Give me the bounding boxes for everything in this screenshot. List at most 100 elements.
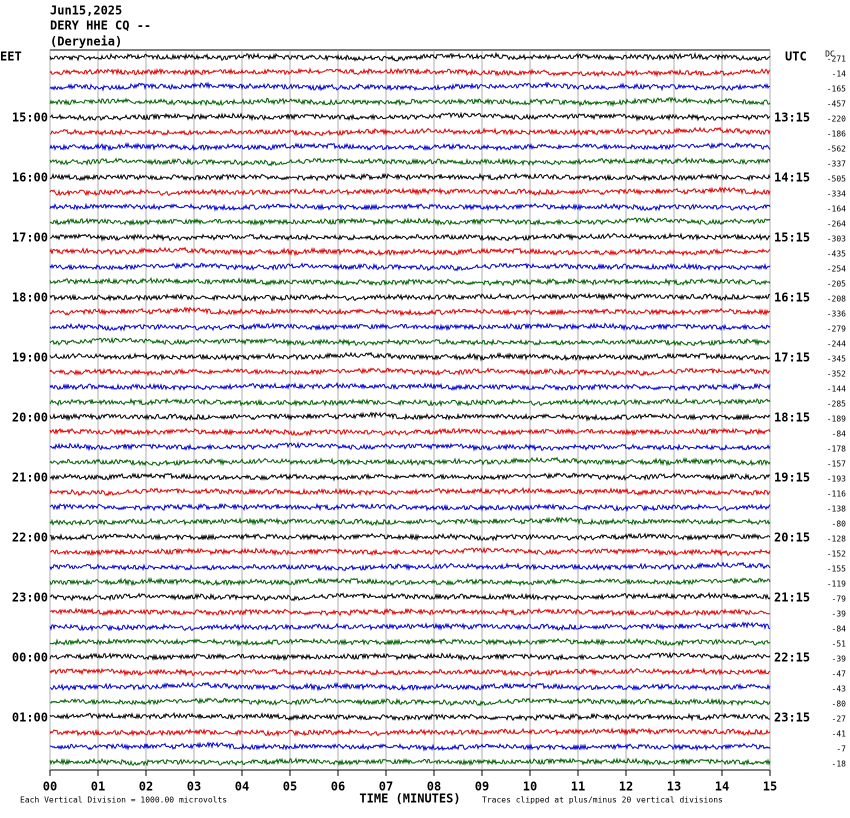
dc-label: -457 bbox=[827, 100, 846, 109]
trace bbox=[49, 486, 771, 497]
eet-label: 21:00 bbox=[12, 471, 48, 485]
dc-label: -84 bbox=[832, 625, 847, 634]
utc-label: 16:15 bbox=[774, 291, 810, 305]
dc-label: -155 bbox=[827, 565, 846, 574]
dc-label: -220 bbox=[827, 115, 846, 124]
trace bbox=[49, 67, 771, 78]
dc-label: -337 bbox=[827, 160, 846, 169]
x-tick-label: 12 bbox=[619, 780, 633, 794]
trace bbox=[49, 81, 770, 92]
x-tick-label: 13 bbox=[667, 780, 681, 794]
dc-label: -208 bbox=[827, 295, 846, 304]
dc-label: -193 bbox=[827, 475, 846, 484]
dc-label: -43 bbox=[832, 685, 847, 694]
dc-label: -116 bbox=[827, 490, 846, 499]
scale-note: Each Vertical Division = 1000.00 microvo… bbox=[20, 796, 227, 805]
dc-label: -334 bbox=[827, 190, 846, 199]
x-tick-label: 14 bbox=[715, 780, 729, 794]
trace bbox=[49, 351, 771, 362]
x-tick-label: 05 bbox=[283, 780, 297, 794]
dc-label: -7 bbox=[836, 745, 846, 754]
eet-label: 00:00 bbox=[12, 651, 48, 665]
trace bbox=[49, 397, 771, 408]
dc-label: -51 bbox=[832, 640, 847, 649]
trace bbox=[49, 51, 771, 62]
trace bbox=[49, 472, 771, 482]
dc-label: -41 bbox=[832, 730, 847, 739]
dc-label: -80 bbox=[832, 520, 847, 529]
eet-label: 16:00 bbox=[12, 171, 48, 185]
utc-label: 18:15 bbox=[774, 411, 810, 425]
dc-label: -80 bbox=[832, 700, 847, 709]
trace bbox=[49, 367, 771, 377]
dc-label: -39 bbox=[832, 610, 847, 619]
utc-label: 13:15 bbox=[774, 111, 810, 125]
trace bbox=[49, 681, 771, 692]
dc-label: -505 bbox=[827, 175, 846, 184]
trace bbox=[49, 411, 771, 422]
x-tick-label: 08 bbox=[427, 780, 441, 794]
x-tick-label: 07 bbox=[379, 780, 393, 794]
trace bbox=[49, 741, 771, 752]
trace bbox=[49, 637, 771, 647]
trace bbox=[49, 727, 771, 738]
dc-label: -562 bbox=[827, 145, 846, 154]
dc-label: -254 bbox=[827, 265, 846, 274]
trace bbox=[49, 532, 771, 542]
station: DERY HHE CQ -- bbox=[50, 19, 151, 33]
x-tick-label: 01 bbox=[91, 780, 105, 794]
dc-label: -205 bbox=[827, 280, 846, 289]
trace bbox=[49, 262, 771, 272]
dc-label: -165 bbox=[827, 85, 846, 94]
trace bbox=[49, 142, 771, 152]
utc-label: 20:15 bbox=[774, 531, 810, 545]
utc-label: 19:15 bbox=[774, 471, 810, 485]
trace bbox=[49, 216, 771, 227]
dc-label: -138 bbox=[827, 505, 846, 514]
trace bbox=[50, 607, 771, 617]
right-axis-title: UTC bbox=[785, 50, 807, 64]
trace bbox=[49, 246, 771, 257]
trace bbox=[49, 322, 771, 332]
dc-label: -157 bbox=[827, 460, 846, 469]
x-tick-label: 11 bbox=[571, 780, 585, 794]
dc-label: -152 bbox=[827, 550, 846, 559]
dc-label: -47 bbox=[832, 670, 847, 679]
dc-label: -271 bbox=[827, 55, 846, 64]
dc-label: -279 bbox=[827, 325, 846, 334]
x-tick-label: 03 bbox=[187, 780, 201, 794]
dc-label: -352 bbox=[827, 370, 846, 379]
date: Jun15,2025 bbox=[50, 4, 122, 18]
trace bbox=[49, 441, 771, 452]
dc-label: -345 bbox=[827, 355, 846, 364]
left-axis-title: EET bbox=[0, 50, 22, 64]
trace bbox=[49, 381, 771, 392]
eet-label: 01:00 bbox=[12, 711, 48, 725]
dc-label: -119 bbox=[827, 580, 846, 589]
trace bbox=[49, 156, 771, 167]
dc-label: -144 bbox=[827, 385, 846, 394]
dc-label: -84 bbox=[832, 430, 847, 439]
dc-label: -186 bbox=[827, 130, 846, 139]
trace bbox=[49, 651, 771, 662]
utc-label: 17:15 bbox=[774, 351, 810, 365]
utc-label: 15:15 bbox=[774, 231, 810, 245]
dc-label: -39 bbox=[832, 655, 847, 664]
trace bbox=[49, 711, 771, 722]
dc-title: DC bbox=[825, 50, 835, 59]
dc-label: -14 bbox=[832, 70, 847, 79]
x-tick-label: 06 bbox=[331, 780, 345, 794]
trace bbox=[49, 172, 771, 182]
trace bbox=[49, 111, 771, 122]
trace bbox=[49, 546, 771, 557]
trace bbox=[49, 456, 771, 467]
x-tick-label: 00 bbox=[43, 780, 57, 794]
dc-label: -336 bbox=[827, 310, 846, 319]
eet-label: 17:00 bbox=[12, 231, 48, 245]
dc-label: -128 bbox=[827, 535, 846, 544]
trace bbox=[49, 186, 771, 197]
dc-label: -178 bbox=[827, 445, 846, 454]
trace bbox=[49, 202, 771, 212]
trace bbox=[49, 621, 771, 632]
eet-label: 22:00 bbox=[12, 531, 48, 545]
